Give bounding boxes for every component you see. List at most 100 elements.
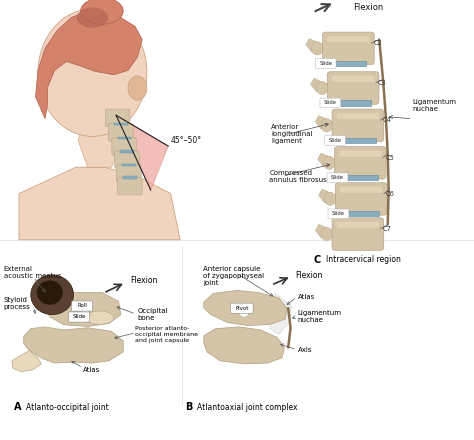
FancyBboxPatch shape [336,183,387,215]
Text: Ligamentum
nuchae: Ligamentum nuchae [412,99,456,112]
FancyBboxPatch shape [337,222,379,228]
FancyBboxPatch shape [332,218,383,250]
Ellipse shape [85,311,114,324]
FancyBboxPatch shape [327,173,348,183]
Text: Slide: Slide [332,211,345,216]
Text: Axis: Axis [298,347,312,353]
Text: Slide: Slide [324,100,337,106]
Bar [120,150,134,153]
Bar [340,138,376,143]
Text: Posterior atlanto-
occipital membrane
and joint capsule: Posterior atlanto- occipital membrane an… [135,326,198,343]
Ellipse shape [312,42,323,55]
FancyBboxPatch shape [332,76,374,82]
FancyBboxPatch shape [327,36,370,42]
Ellipse shape [323,156,335,169]
FancyBboxPatch shape [118,177,142,195]
Text: 45°–50°: 45°–50° [171,136,202,145]
Bar [330,61,366,66]
Text: C5: C5 [385,154,394,161]
Text: Styloid
process: Styloid process [4,297,30,310]
Polygon shape [116,115,168,190]
Text: Intracervical region: Intracervical region [326,255,401,264]
Polygon shape [24,327,123,363]
FancyBboxPatch shape [337,113,379,119]
Ellipse shape [128,76,147,100]
Text: Atlas: Atlas [298,294,315,300]
FancyBboxPatch shape [334,147,386,179]
Polygon shape [316,116,336,129]
FancyBboxPatch shape [328,209,349,219]
Ellipse shape [239,308,249,317]
FancyBboxPatch shape [72,301,92,311]
Text: Occipital
bone: Occipital bone [137,308,168,321]
Ellipse shape [324,192,336,205]
FancyBboxPatch shape [327,72,379,104]
Bar [118,137,131,139]
Ellipse shape [81,310,90,319]
FancyBboxPatch shape [325,136,346,145]
Polygon shape [270,293,292,334]
FancyBboxPatch shape [69,312,90,322]
Text: Anterior
longitudinal
ligament: Anterior longitudinal ligament [271,124,313,144]
Polygon shape [316,224,336,238]
Text: Anterior capsule
of zygapophyseal
joint: Anterior capsule of zygapophyseal joint [203,266,264,286]
Text: Atlas: Atlas [83,367,100,373]
Text: C4: C4 [383,117,392,123]
Text: Slide: Slide [328,138,342,143]
Bar [123,176,137,179]
Text: A: A [14,402,22,412]
Polygon shape [204,290,287,326]
Text: C2: C2 [373,40,382,46]
Ellipse shape [321,119,332,132]
FancyBboxPatch shape [115,151,139,169]
Text: Atlantoaxial joint complex: Atlantoaxial joint complex [197,403,297,411]
Bar [335,100,371,106]
FancyBboxPatch shape [339,150,381,157]
Ellipse shape [31,275,73,315]
Text: Flexion: Flexion [130,276,158,285]
Bar [342,175,378,180]
Text: B: B [185,402,192,412]
Text: Ligamentum
nuchae: Ligamentum nuchae [298,310,342,323]
Ellipse shape [38,9,147,136]
Polygon shape [45,293,121,326]
Text: C3: C3 [378,80,387,86]
Polygon shape [36,11,142,119]
Ellipse shape [81,0,123,24]
FancyBboxPatch shape [322,32,374,65]
FancyBboxPatch shape [109,124,133,141]
Bar [114,123,128,125]
Text: Roll: Roll [77,303,87,308]
FancyBboxPatch shape [112,138,137,155]
Text: Slide: Slide [331,175,344,180]
Ellipse shape [316,81,328,95]
Text: C6: C6 [386,191,395,197]
Polygon shape [318,153,337,166]
Text: External
acoustic meatus: External acoustic meatus [4,266,61,279]
Text: Slide: Slide [319,61,332,66]
Polygon shape [319,189,338,202]
Text: Compressed
annulus fibrosus: Compressed annulus fibrosus [269,169,327,183]
FancyBboxPatch shape [230,303,253,313]
Text: C: C [314,255,321,264]
Bar [343,211,379,216]
FancyBboxPatch shape [117,165,141,182]
Polygon shape [311,78,331,92]
FancyBboxPatch shape [315,59,336,68]
Polygon shape [204,327,284,364]
Text: Pivot: Pivot [235,305,248,311]
Bar [122,164,136,166]
Text: C7: C7 [383,226,392,232]
Polygon shape [78,106,123,167]
Text: Flexion: Flexion [353,3,383,11]
Ellipse shape [36,281,63,304]
Text: Slide: Slide [73,314,86,319]
FancyBboxPatch shape [332,109,383,142]
Text: Atlanto-occipital joint: Atlanto-occipital joint [26,403,109,411]
Polygon shape [306,39,326,52]
FancyBboxPatch shape [320,98,341,108]
Ellipse shape [77,8,108,27]
FancyBboxPatch shape [105,109,130,127]
Ellipse shape [321,227,332,241]
Text: Flexion: Flexion [295,271,322,279]
